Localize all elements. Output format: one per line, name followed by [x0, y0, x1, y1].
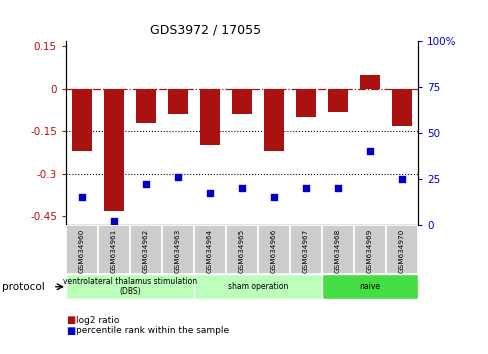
- Point: [174, 174, 182, 180]
- Text: sham operation: sham operation: [227, 282, 287, 291]
- Text: GSM634965: GSM634965: [239, 228, 244, 273]
- Text: GDS3972 / 17055: GDS3972 / 17055: [149, 23, 261, 36]
- Text: log2 ratio: log2 ratio: [76, 316, 119, 325]
- Point: [269, 194, 277, 200]
- Text: GSM634970: GSM634970: [398, 228, 404, 273]
- Bar: [353, 225, 386, 274]
- Bar: [386, 225, 417, 274]
- Text: GSM634968: GSM634968: [334, 228, 340, 273]
- Bar: [360, 75, 379, 89]
- Text: GSM634967: GSM634967: [303, 228, 308, 273]
- Point: [238, 185, 245, 191]
- Bar: [322, 225, 353, 274]
- Point: [78, 194, 86, 200]
- Text: ventrolateral thalamus stimulation
(DBS): ventrolateral thalamus stimulation (DBS): [63, 277, 197, 296]
- Bar: [168, 89, 187, 114]
- Bar: [66, 274, 194, 299]
- Bar: [264, 89, 283, 151]
- Bar: [194, 274, 322, 299]
- Text: ■: ■: [66, 315, 75, 325]
- Point: [397, 176, 405, 182]
- Text: GSM634962: GSM634962: [143, 228, 149, 273]
- Bar: [232, 89, 251, 114]
- Bar: [392, 89, 411, 126]
- Bar: [194, 225, 225, 274]
- Text: GSM634969: GSM634969: [366, 228, 372, 273]
- Text: GSM634964: GSM634964: [206, 228, 213, 273]
- Bar: [289, 225, 322, 274]
- Bar: [136, 89, 155, 123]
- Bar: [225, 225, 258, 274]
- Text: GSM634966: GSM634966: [270, 228, 277, 273]
- Bar: [98, 225, 130, 274]
- Text: GSM634961: GSM634961: [111, 228, 117, 273]
- Text: GSM634963: GSM634963: [175, 228, 181, 273]
- Point: [366, 148, 373, 154]
- Bar: [104, 89, 123, 211]
- Text: naive: naive: [359, 282, 380, 291]
- Bar: [328, 89, 347, 112]
- Point: [302, 185, 309, 191]
- Bar: [322, 274, 417, 299]
- Point: [206, 191, 214, 196]
- Bar: [200, 89, 219, 145]
- Point: [333, 185, 341, 191]
- Bar: [66, 225, 98, 274]
- Text: percentile rank within the sample: percentile rank within the sample: [76, 326, 228, 336]
- Text: GSM634960: GSM634960: [79, 228, 85, 273]
- Text: ■: ■: [66, 326, 75, 336]
- Bar: [162, 225, 194, 274]
- Bar: [72, 89, 91, 151]
- Text: protocol: protocol: [2, 282, 45, 292]
- Bar: [296, 89, 315, 117]
- Point: [142, 182, 150, 187]
- Bar: [258, 225, 289, 274]
- Point: [110, 218, 118, 224]
- Bar: [130, 225, 162, 274]
